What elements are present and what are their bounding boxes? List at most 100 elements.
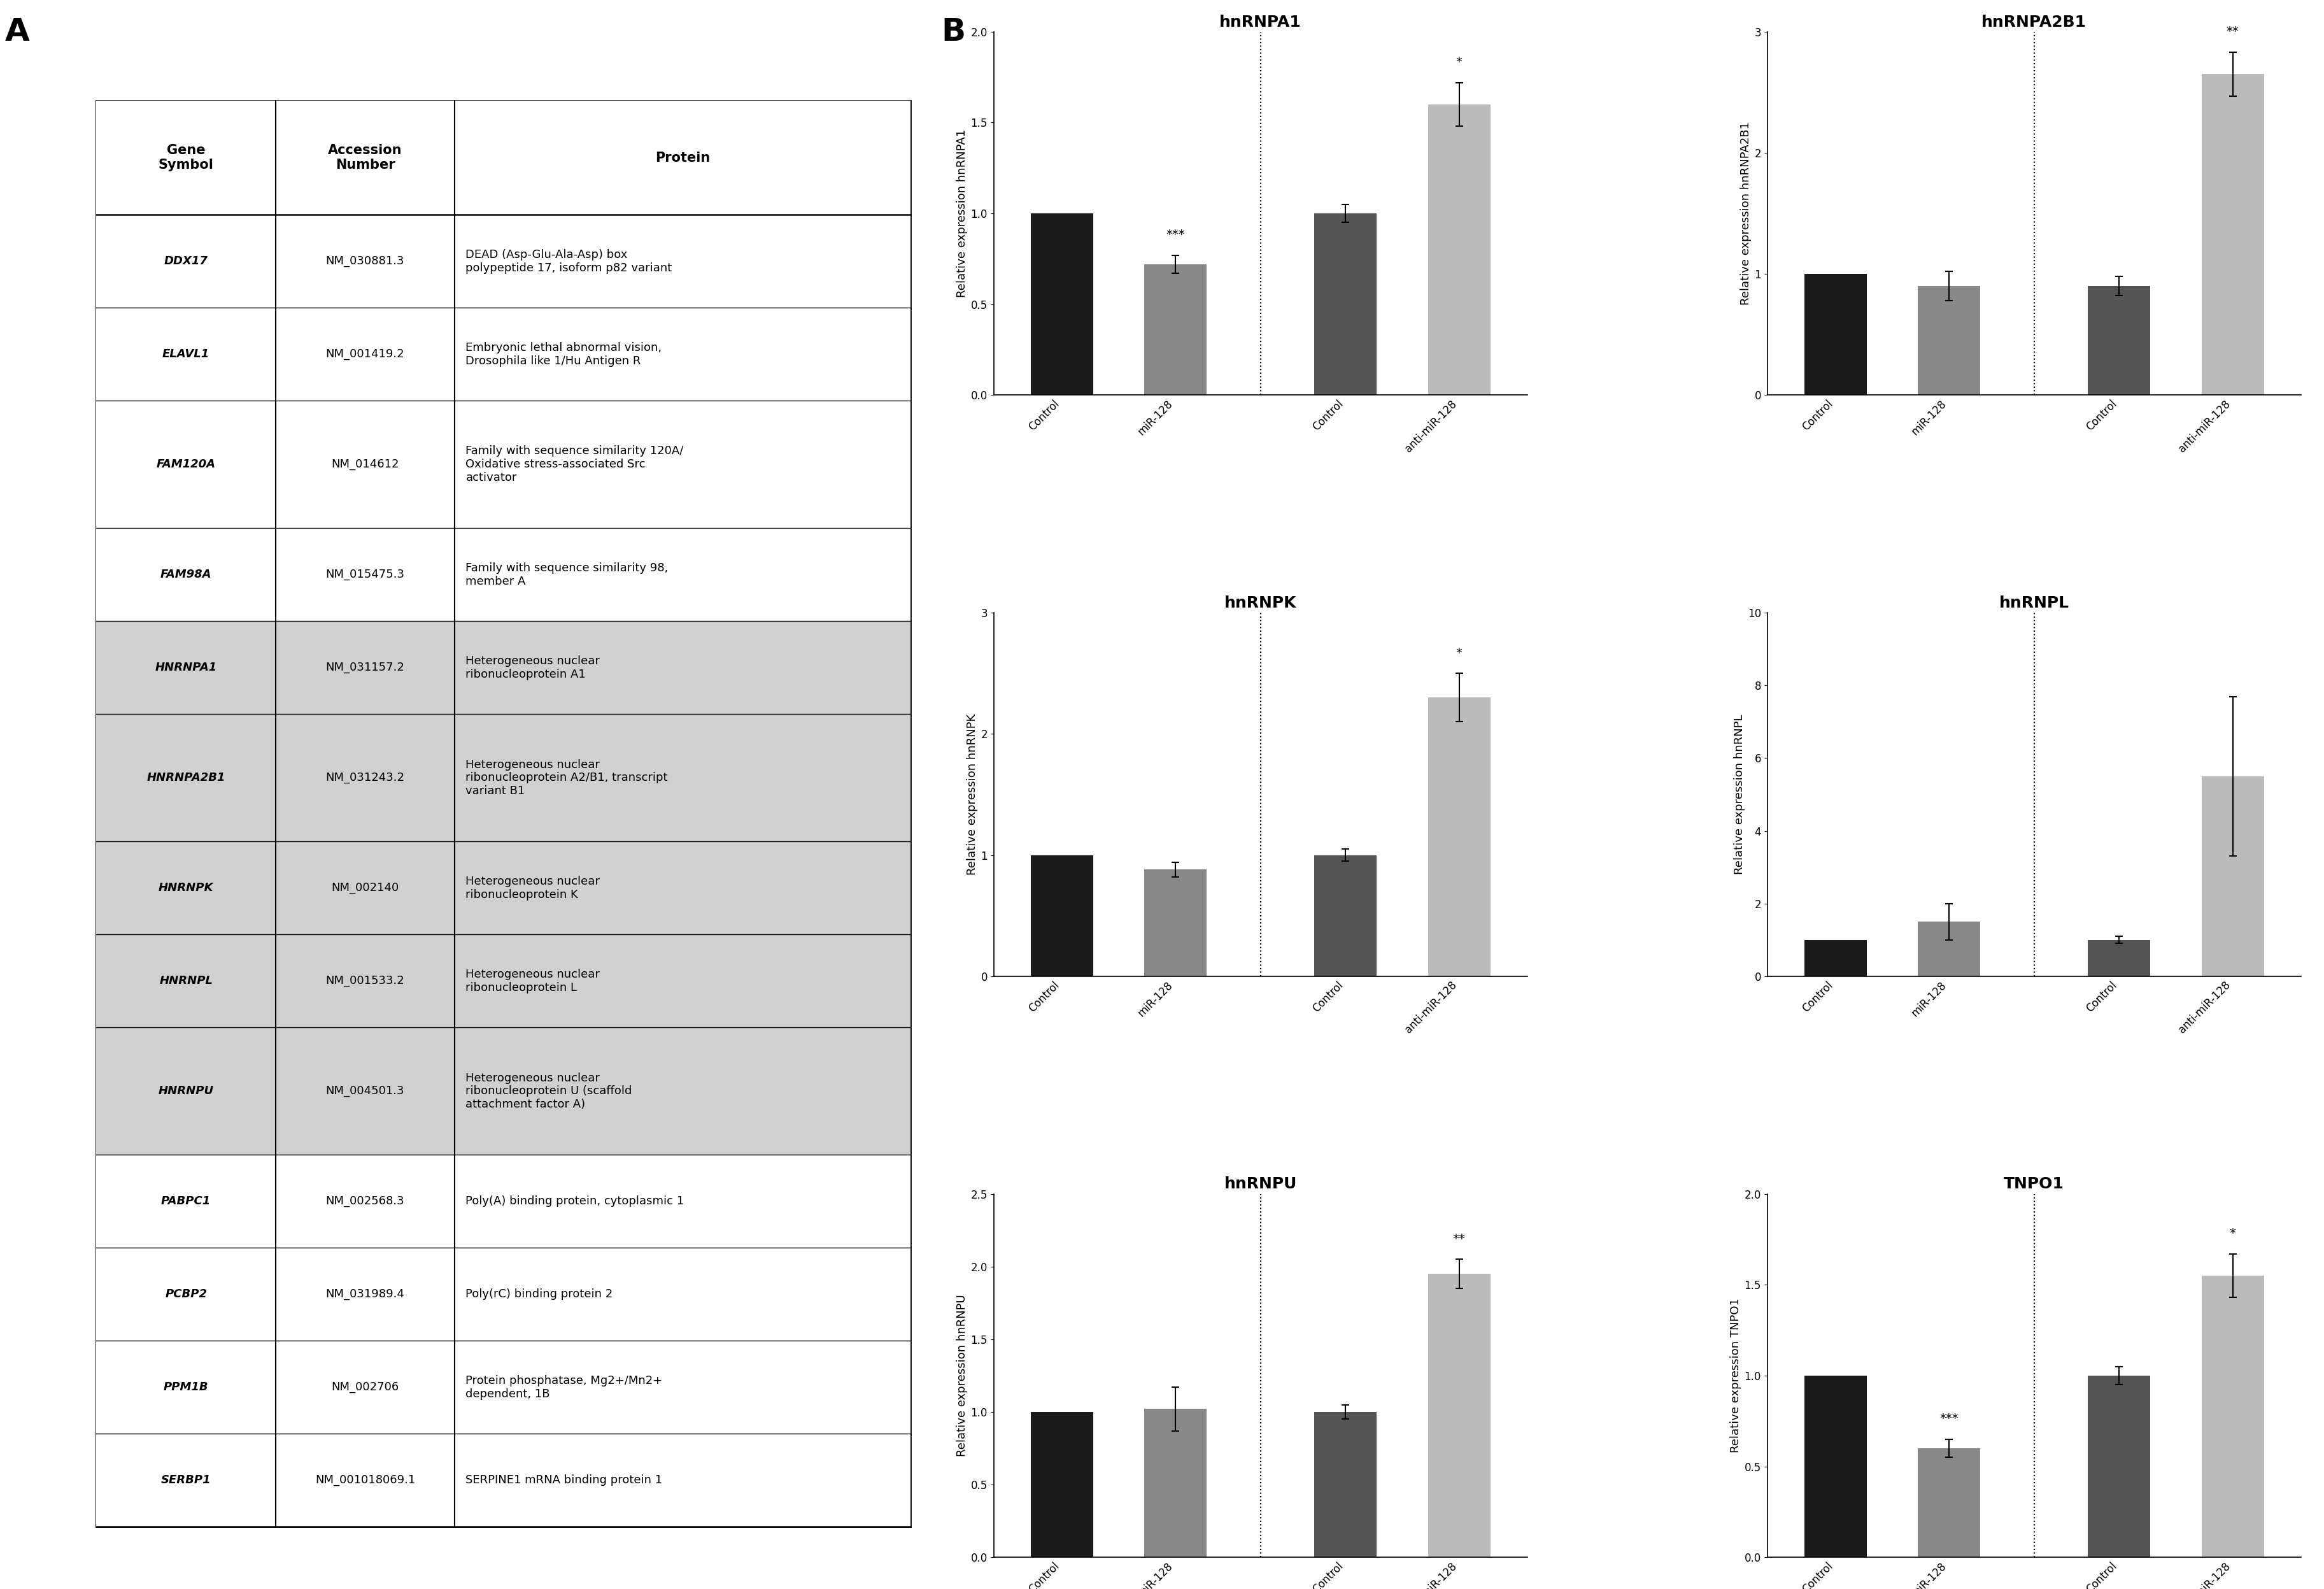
Bar (2201, 75, 2264, 396)
Text: NM_004501.3: NM_004501.3 (325, 1085, 404, 1096)
Bar (95, 100, 911, 215)
Text: HNRNPA2B1: HNRNPA2B1 (146, 772, 225, 783)
Bar (95, 1341, 911, 1433)
Bar (1315, 213, 1376, 396)
Bar (1427, 1274, 1490, 1557)
Text: Gene
Symbol: Gene Symbol (158, 145, 214, 172)
Text: NM_031989.4: NM_031989.4 (325, 1289, 404, 1300)
Bar (95, 1247, 911, 1341)
Text: SERBP1: SERBP1 (160, 1475, 211, 1486)
Text: NM_031243.2: NM_031243.2 (325, 772, 404, 783)
Text: DDX17: DDX17 (165, 256, 207, 267)
Bar (95, 621, 911, 713)
Bar (95, 1433, 911, 1527)
Text: Family with sequence similarity 120A/
Oxidative stress-associated Src
activator: Family with sequence similarity 120A/ Ox… (465, 445, 683, 483)
Bar (1143, 264, 1206, 396)
Bar (2087, 1376, 2150, 1557)
Text: FAM120A: FAM120A (156, 459, 216, 470)
Bar (1917, 922, 1980, 976)
Text: PABPC1: PABPC1 (160, 1195, 211, 1208)
Text: FAM98A: FAM98A (160, 569, 211, 580)
Text: Embryonic lethal abnormal vision,
Drosophila like 1/Hu Antigen R: Embryonic lethal abnormal vision, Drosop… (465, 342, 662, 367)
Text: Heterogeneous nuclear
ribonucleoprotein U (scaffold
attachment factor A): Heterogeneous nuclear ribonucleoprotein … (465, 1073, 632, 1111)
Text: PPM1B: PPM1B (163, 1381, 209, 1394)
Bar (95, 215, 911, 308)
Bar (1427, 698, 1490, 976)
Text: PCBP2: PCBP2 (165, 1289, 207, 1300)
Text: Heterogeneous nuclear
ribonucleoprotein A2/B1, transcript
variant B1: Heterogeneous nuclear ribonucleoprotein … (465, 760, 667, 796)
Bar (95, 842, 911, 934)
Text: *: * (1455, 647, 1462, 659)
Y-axis label: Relative expression TNPO1: Relative expression TNPO1 (1729, 1298, 1741, 1452)
Text: A: A (5, 16, 30, 48)
Bar (95, 1155, 911, 1247)
Text: NM_015475.3: NM_015475.3 (325, 569, 404, 580)
Text: HNRNPL: HNRNPL (160, 976, 214, 987)
Y-axis label: Relative expression hnRNPU: Relative expression hnRNPU (957, 1295, 969, 1457)
Title: hnRNPU: hnRNPU (1225, 1176, 1297, 1192)
Title: hnRNPA1: hnRNPA1 (1220, 14, 1301, 30)
Y-axis label: Relative expression hnRNPA2B1: Relative expression hnRNPA2B1 (1741, 122, 1752, 305)
Bar (1917, 1448, 1980, 1557)
Text: NM_030881.3: NM_030881.3 (325, 256, 404, 267)
Bar (95, 713, 911, 842)
Bar (1917, 286, 1980, 396)
Text: NM_014612: NM_014612 (332, 459, 400, 470)
Bar (2087, 939, 2150, 976)
Bar (95, 528, 911, 621)
Text: DEAD (Asp-Glu-Ala-Asp) box
polypeptide 17, isoform p82 variant: DEAD (Asp-Glu-Ala-Asp) box polypeptide 1… (465, 249, 672, 273)
Text: Accession
Number: Accession Number (328, 145, 402, 172)
Title: hnRNPA2B1: hnRNPA2B1 (1982, 14, 2087, 30)
Y-axis label: Relative expression hnRNPK: Relative expression hnRNPK (967, 713, 978, 876)
Text: ELAVL1: ELAVL1 (163, 348, 209, 361)
Bar (1143, 1409, 1206, 1557)
Text: HNRNPU: HNRNPU (158, 1085, 214, 1096)
Title: TNPO1: TNPO1 (2003, 1176, 2064, 1192)
Bar (1143, 869, 1206, 976)
Text: Heterogeneous nuclear
ribonucleoprotein L: Heterogeneous nuclear ribonucleoprotein … (465, 969, 600, 993)
Bar (1030, 1413, 1092, 1557)
Bar (1315, 1413, 1376, 1557)
Text: ***: *** (1941, 1413, 1959, 1425)
Bar (95, 308, 911, 400)
Title: hnRNPL: hnRNPL (1999, 596, 2068, 610)
Text: NM_002706: NM_002706 (332, 1381, 400, 1394)
Title: hnRNPK: hnRNPK (1225, 596, 1297, 610)
Text: *: * (2229, 1227, 2236, 1239)
Text: NM_001018069.1: NM_001018069.1 (316, 1475, 416, 1486)
Bar (1803, 1376, 1866, 1557)
Text: NM_001533.2: NM_001533.2 (325, 976, 404, 987)
Text: Family with sequence similarity 98,
member A: Family with sequence similarity 98, memb… (465, 563, 669, 586)
Bar (95, 1028, 911, 1155)
Text: *: * (1455, 56, 1462, 68)
Bar (1803, 939, 1866, 976)
Bar (2201, 1276, 2264, 1557)
Text: NM_002568.3: NM_002568.3 (325, 1195, 404, 1208)
Bar (1427, 105, 1490, 396)
Y-axis label: Relative expression hnRNPA1: Relative expression hnRNPA1 (957, 129, 969, 297)
Text: Protein phosphatase, Mg2+/Mn2+
dependent, 1B: Protein phosphatase, Mg2+/Mn2+ dependent… (465, 1374, 662, 1400)
Bar (2087, 286, 2150, 396)
Y-axis label: Relative expression hnRNPL: Relative expression hnRNPL (1734, 715, 1745, 874)
Text: ***: *** (1167, 229, 1185, 240)
Bar (95, 400, 911, 528)
Text: Heterogeneous nuclear
ribonucleoprotein K: Heterogeneous nuclear ribonucleoprotein … (465, 876, 600, 901)
Text: B: B (941, 16, 967, 48)
Text: HNRNPK: HNRNPK (158, 882, 214, 893)
Bar (95, 934, 911, 1028)
Text: HNRNPA1: HNRNPA1 (156, 663, 216, 674)
Bar (1315, 855, 1376, 976)
Text: Heterogeneous nuclear
ribonucleoprotein A1: Heterogeneous nuclear ribonucleoprotein … (465, 655, 600, 680)
Text: SERPINE1 mRNA binding protein 1: SERPINE1 mRNA binding protein 1 (465, 1475, 662, 1486)
Bar (1030, 213, 1092, 396)
Text: NM_031157.2: NM_031157.2 (325, 663, 404, 674)
Text: Protein: Protein (655, 151, 711, 164)
Bar (1803, 273, 1866, 396)
Text: **: ** (2226, 25, 2238, 38)
Text: Poly(A) binding protein, cytoplasmic 1: Poly(A) binding protein, cytoplasmic 1 (465, 1195, 683, 1208)
Text: NM_001419.2: NM_001419.2 (325, 348, 404, 361)
Text: Poly(rC) binding protein 2: Poly(rC) binding protein 2 (465, 1289, 614, 1300)
Text: **: ** (1452, 1233, 1466, 1244)
Bar (1030, 855, 1092, 976)
Bar (2201, 777, 2264, 976)
